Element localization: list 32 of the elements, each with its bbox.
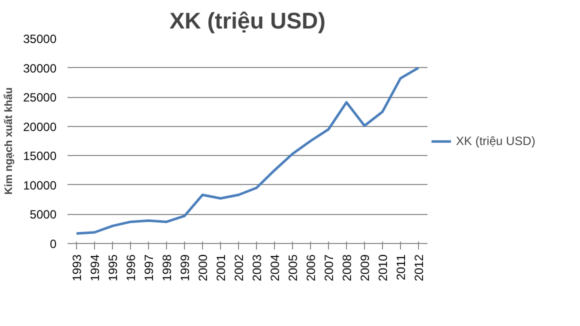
x-tick-label: 1995 xyxy=(106,254,120,282)
y-tick-label: 25000 xyxy=(23,90,57,105)
x-tick-label: 2007 xyxy=(322,254,336,282)
x-tick-label: 2011 xyxy=(394,254,408,280)
x-tick-label: 2003 xyxy=(250,254,264,282)
legend-label: XK (triệu USD) xyxy=(456,134,536,148)
y-tick-label: 20000 xyxy=(23,120,57,134)
y-axis-title: Kim ngạch xuất khẩu xyxy=(3,87,16,195)
x-tick-label: 1996 xyxy=(124,254,138,282)
x-tick-label: 2009 xyxy=(358,254,372,282)
y-tick-label: 5000 xyxy=(30,208,57,222)
x-tick-label: 2001 xyxy=(214,254,228,282)
x-tick-label: 1994 xyxy=(88,254,102,282)
x-tick-label: 2006 xyxy=(304,254,318,282)
x-tick-label: 2010 xyxy=(376,254,390,282)
x-tick-label: 1998 xyxy=(160,254,174,282)
x-tick-label: 2008 xyxy=(340,254,354,282)
line-series xyxy=(75,66,420,235)
x-tick-label: 1993 xyxy=(70,254,84,282)
x-tick-label: 2000 xyxy=(196,254,210,282)
y-tick-label: 10000 xyxy=(23,178,57,192)
y-tick-label: 30000 xyxy=(23,61,57,76)
x-tick-label: 2004 xyxy=(268,254,282,282)
x-tick-label: 1997 xyxy=(142,254,156,282)
x-tick-label: 2005 xyxy=(286,254,300,282)
x-tick-label: 2002 xyxy=(232,254,246,282)
y-tick-label: 35000 xyxy=(23,32,57,46)
chart-title: XK (triệu USD) xyxy=(169,8,326,34)
y-tick-label: 15000 xyxy=(23,149,57,164)
y-tick-label: 0 xyxy=(50,237,57,251)
x-tick-label: 1999 xyxy=(178,254,192,282)
x-tick-label: 2012 xyxy=(412,254,426,282)
